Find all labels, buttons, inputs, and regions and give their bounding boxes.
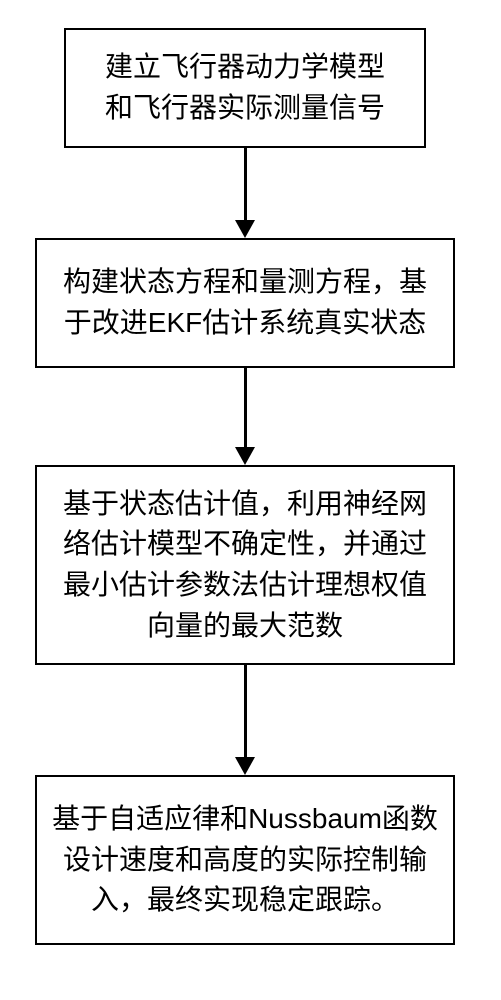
flow-node-2: 构建状态方程和量测方程，基于改进EKF估计系统真实状态 [35,238,455,368]
flow-arrow-2-line [244,368,247,447]
flow-arrow-2-head [235,447,255,465]
flow-node-2-text: 构建状态方程和量测方程，基于改进EKF估计系统真实状态 [51,262,439,343]
flowchart-canvas: 建立飞行器动力学模型和飞行器实际测量信号 构建状态方程和量测方程，基于改进EKF… [0,0,501,1000]
flow-node-4-text: 基于自适应律和Nussbaum函数设计速度和高度的实际控制输入，最终实现稳定跟踪… [51,799,439,921]
flow-node-4: 基于自适应律和Nussbaum函数设计速度和高度的实际控制输入，最终实现稳定跟踪… [35,775,455,945]
flow-arrow-1-line [244,148,247,220]
flow-arrow-3-line [244,665,247,757]
flow-node-1: 建立飞行器动力学模型和飞行器实际测量信号 [64,28,426,148]
flow-node-1-text: 建立飞行器动力学模型和飞行器实际测量信号 [80,47,410,128]
flow-node-3-text: 基于状态估计值，利用神经网络估计模型不确定性，并通过最小估计参数法估计理想权值向… [51,484,439,646]
flow-arrow-3-head [235,757,255,775]
flow-node-3: 基于状态估计值，利用神经网络估计模型不确定性，并通过最小估计参数法估计理想权值向… [35,465,455,665]
flow-arrow-1-head [235,220,255,238]
